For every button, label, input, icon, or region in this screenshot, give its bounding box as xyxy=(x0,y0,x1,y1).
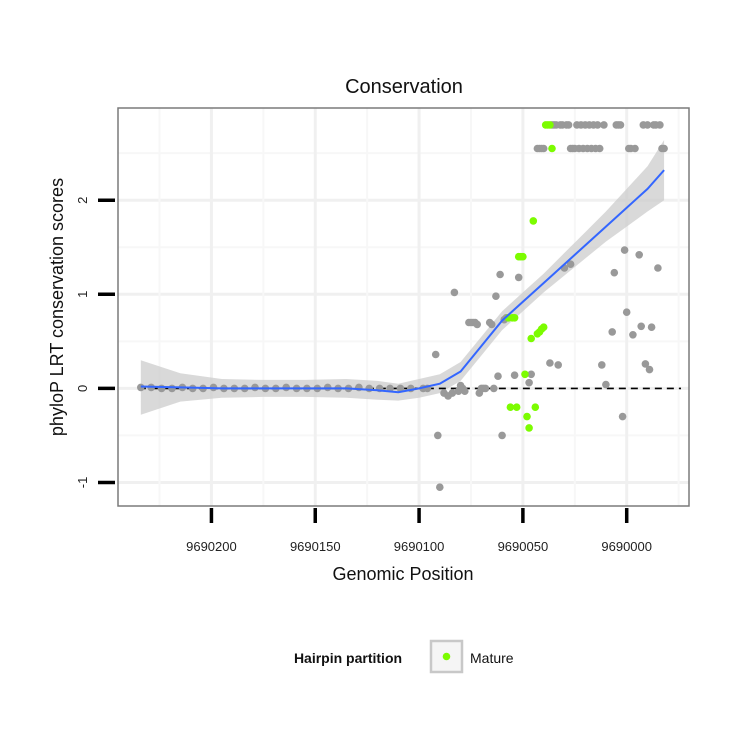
point-other xyxy=(436,483,444,492)
point-other xyxy=(450,288,459,297)
x-tick-label: 9690150 xyxy=(290,539,341,554)
point-other xyxy=(660,144,668,153)
point-other xyxy=(564,121,573,129)
point-other xyxy=(602,380,610,389)
point-other xyxy=(654,264,662,272)
point-mature xyxy=(546,121,554,129)
point-other xyxy=(598,361,606,369)
x-tick-label: 9690000 xyxy=(601,539,652,554)
point-other xyxy=(546,359,554,367)
legend-mature-label: Mature xyxy=(470,650,514,666)
point-other xyxy=(461,387,469,396)
chart-title: Conservation xyxy=(345,76,463,98)
point-other xyxy=(645,365,654,374)
point-other xyxy=(494,372,502,381)
point-mature xyxy=(548,144,556,153)
point-other xyxy=(635,251,643,259)
point-other xyxy=(637,322,645,331)
grid-lines xyxy=(118,108,689,506)
point-other xyxy=(448,389,457,397)
point-other xyxy=(481,384,490,393)
y-tick-label: 1 xyxy=(75,291,90,298)
x-tick-label: 9690200 xyxy=(186,539,237,554)
point-mature xyxy=(512,403,521,412)
point-other xyxy=(168,384,176,393)
point-other xyxy=(514,273,523,282)
point-other xyxy=(656,121,664,129)
panel-border xyxy=(117,107,690,507)
point-other xyxy=(566,260,575,269)
point-other xyxy=(616,121,625,129)
point-other xyxy=(510,371,519,380)
point-mature xyxy=(519,252,527,261)
point-mature xyxy=(531,403,540,412)
point-other xyxy=(595,144,604,153)
point-other xyxy=(593,121,602,129)
point-mature xyxy=(529,217,538,225)
point-mature xyxy=(539,323,548,332)
point-other xyxy=(647,323,656,332)
point-other xyxy=(525,378,533,387)
point-other xyxy=(490,384,498,393)
point-other xyxy=(396,384,405,393)
smooth-line-layer xyxy=(140,169,665,394)
point-other xyxy=(620,246,629,254)
point-other xyxy=(496,270,504,279)
point-other xyxy=(641,360,650,368)
point-other xyxy=(539,144,548,153)
point-other xyxy=(157,384,166,393)
confidence-ribbon-layer xyxy=(140,140,665,415)
legend-mature-marker xyxy=(442,652,451,661)
x-tick-label: 9690100 xyxy=(394,539,445,554)
point-other xyxy=(600,121,608,129)
point-other xyxy=(622,308,631,317)
point-other xyxy=(434,431,442,440)
legend: Hairpin partition Mature xyxy=(294,639,514,674)
point-other xyxy=(498,431,506,440)
point-other xyxy=(631,144,639,153)
point-other xyxy=(492,292,500,301)
point-other xyxy=(629,331,637,339)
point-other xyxy=(527,370,535,379)
y-tick-label: 2 xyxy=(75,197,90,204)
point-other xyxy=(487,320,496,329)
loess-smooth-line xyxy=(140,169,665,394)
point-other xyxy=(554,361,562,369)
x-tick-label: 9690050 xyxy=(498,539,549,554)
point-other xyxy=(643,121,652,129)
point-mature xyxy=(527,334,535,343)
point-mature xyxy=(521,370,529,379)
x-axis: 9690200 9690150 9690100 9690050 9690000 xyxy=(186,508,652,554)
point-other xyxy=(610,268,619,277)
confidence-ribbon xyxy=(140,140,665,415)
point-mature xyxy=(525,424,533,432)
y-axis-title: phyloP LRT conservation scores xyxy=(47,178,67,436)
point-other xyxy=(618,412,627,421)
point-other xyxy=(431,350,440,359)
point-mature xyxy=(523,412,531,421)
point-other xyxy=(473,320,482,329)
scatter-points xyxy=(137,121,668,492)
x-axis-title: Genomic Position xyxy=(332,564,473,584)
point-mature xyxy=(510,314,519,322)
point-other xyxy=(365,384,374,393)
point-other xyxy=(608,328,616,336)
y-tick-label: 0 xyxy=(75,385,90,392)
y-axis: -1 0 1 2 xyxy=(75,197,115,489)
point-mature xyxy=(506,403,515,412)
legend-title: Hairpin partition xyxy=(294,650,402,666)
y-tick-label: -1 xyxy=(75,477,90,489)
